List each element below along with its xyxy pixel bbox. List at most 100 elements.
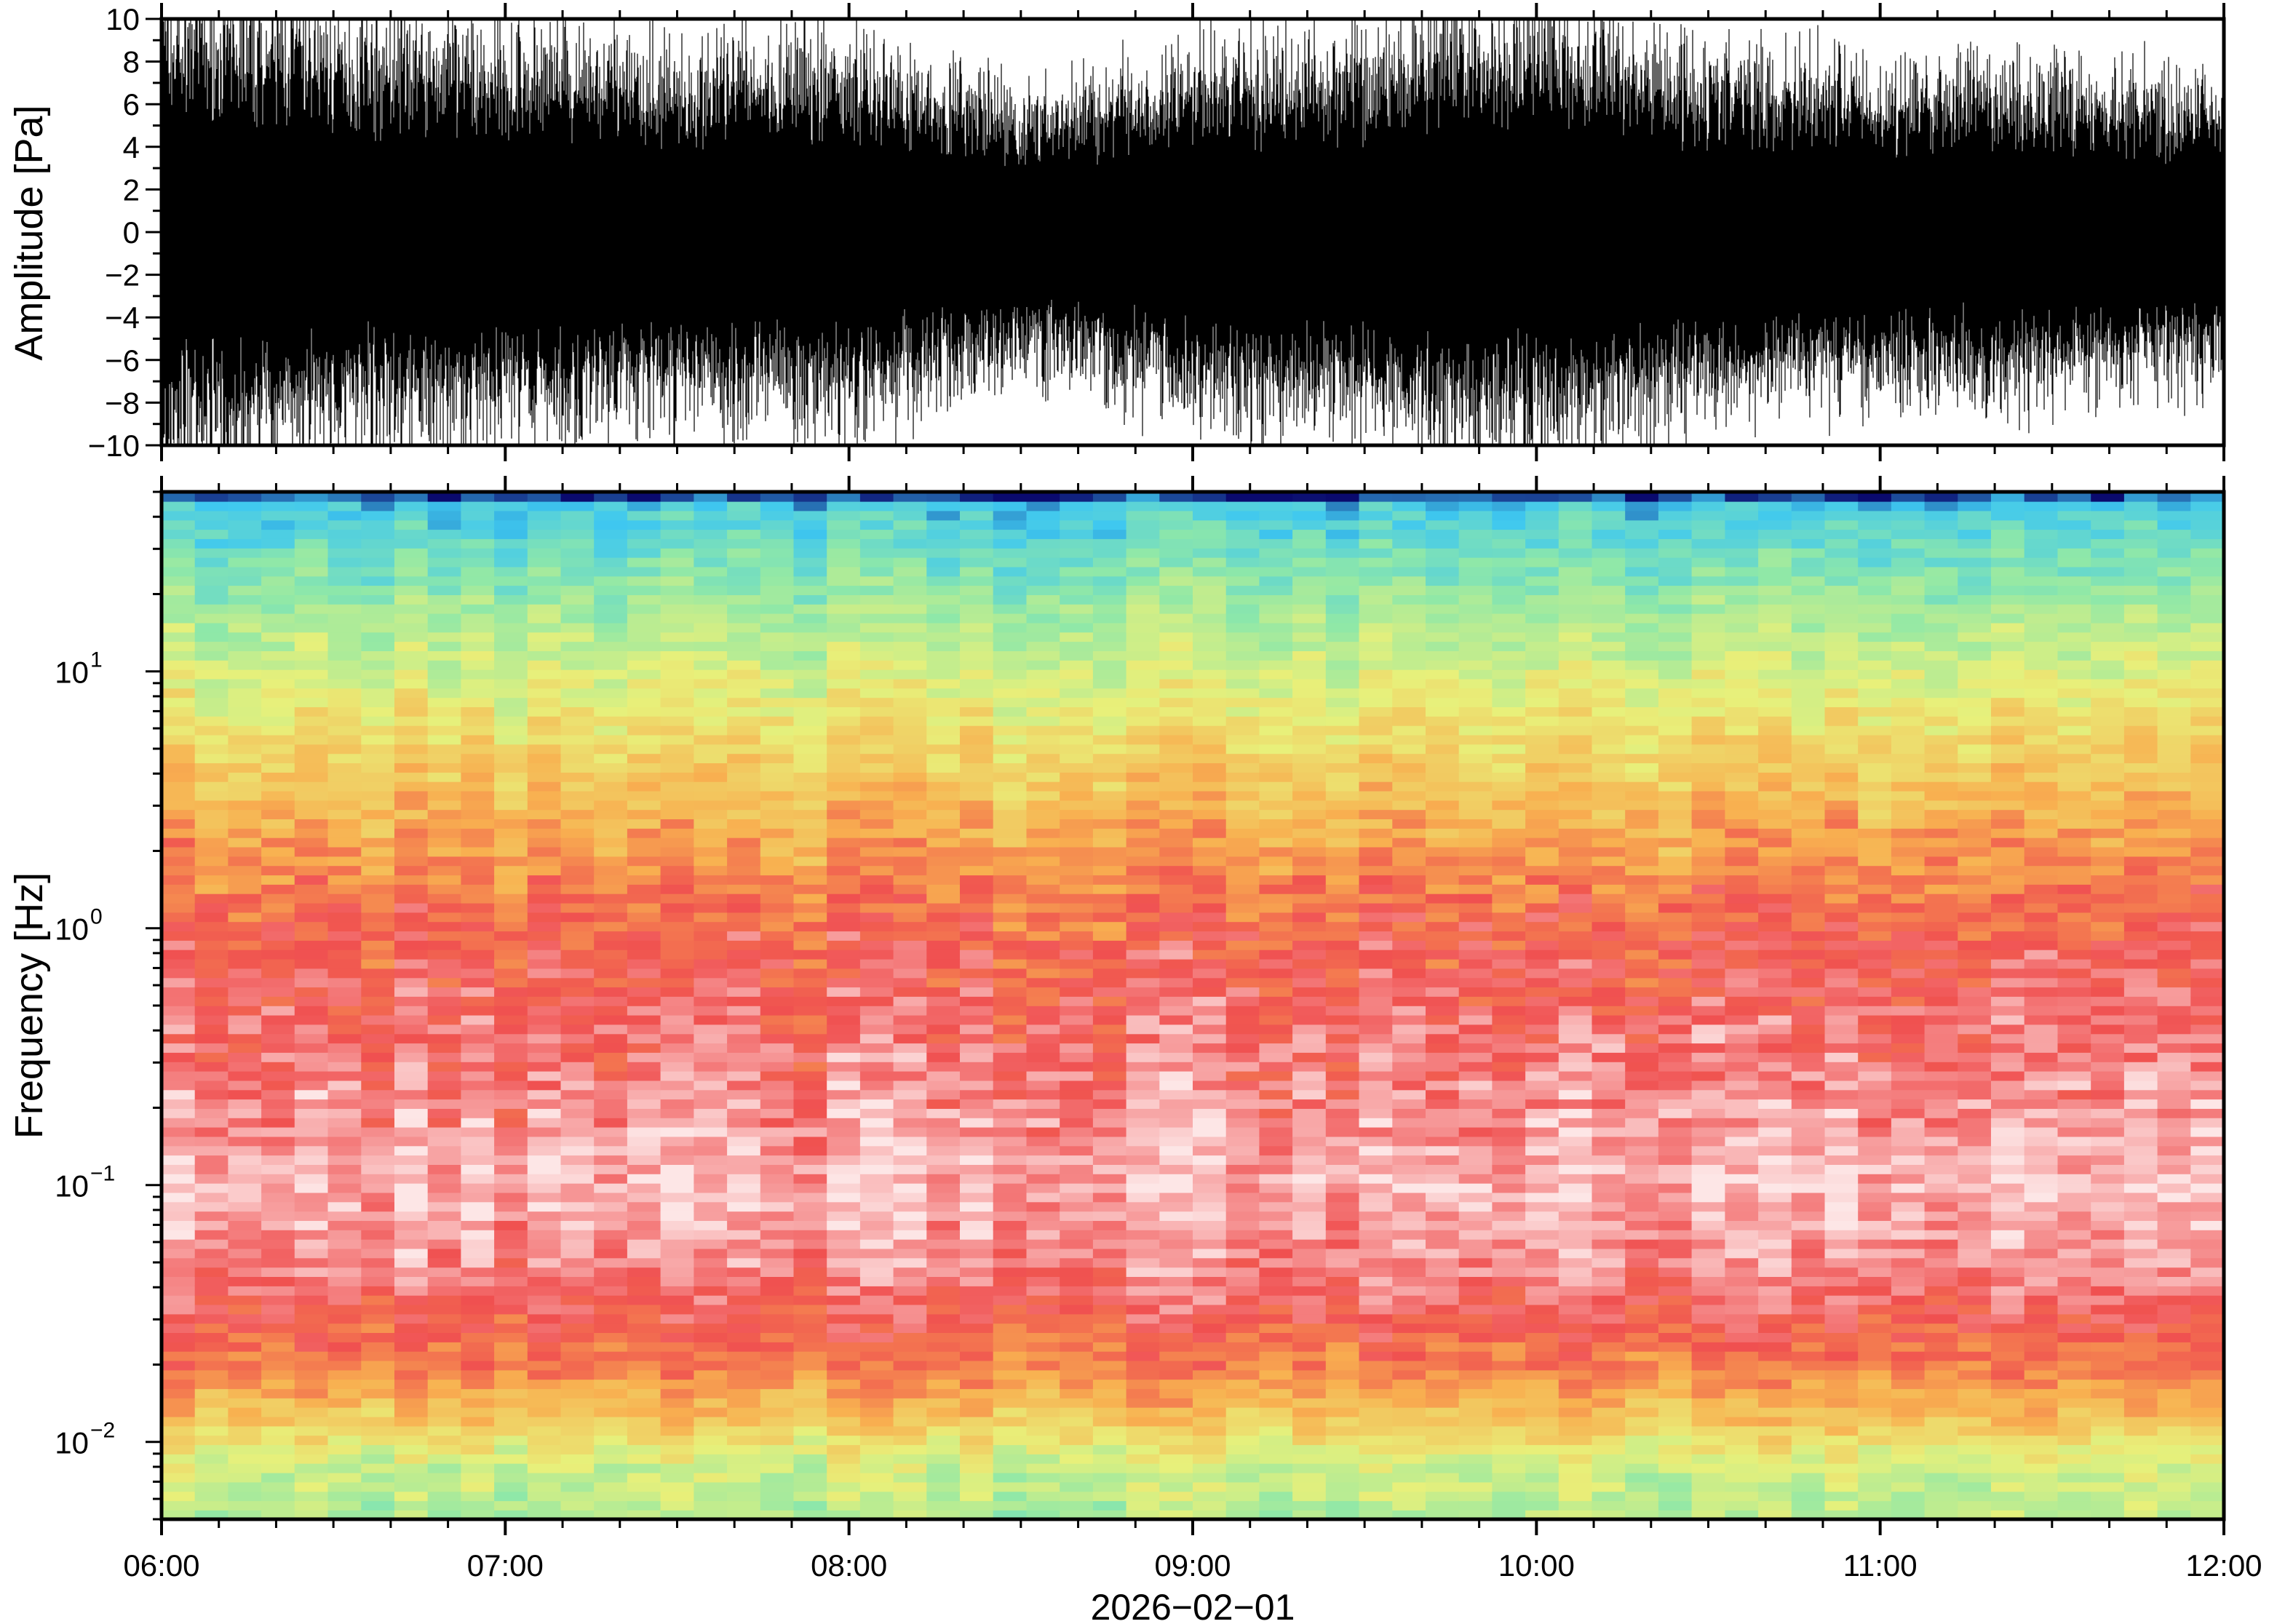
spectrogram-cell [1126,996,1161,1006]
spectrogram-cell [1492,1174,1526,1184]
spectrogram-cell [394,529,429,539]
spectrogram-cell [1325,950,1360,960]
spectrogram-cell [660,940,695,950]
spectrogram-cell [560,1080,595,1091]
spectrogram-cell [1193,538,1227,549]
spectrogram-cell [1625,548,1659,558]
spectrogram-cell [1159,1332,1193,1342]
spectrogram-cell [660,1304,695,1315]
spectrogram-cell [859,790,894,801]
spectrogram-cell [926,968,961,979]
spectrogram-cell [294,697,329,707]
spectrogram-cell [1426,613,1460,624]
spectrogram-cell [694,1211,728,1221]
spectrogram-cell [461,1369,495,1380]
spectrogram-cell [1658,1360,1693,1371]
spectrogram-cell [1292,1070,1327,1081]
spectrogram-cell [594,772,628,782]
spectrogram-cell [859,622,894,633]
spectrogram-cell [1625,669,1659,680]
spectrogram-cell [926,1313,961,1324]
spectrogram-cell [261,1211,295,1221]
spectrogram-cell [1292,856,1327,867]
spectrogram-cell [993,1481,1028,1492]
spectrogram-cell [1592,492,1626,502]
spectrogram-cell [1060,977,1094,988]
spectrogram-cell [1292,706,1327,717]
spectrogram-cell [194,492,229,502]
spectrogram-cell [527,1052,562,1062]
spectrogram-cell [361,1481,395,1492]
spectrogram-cell [162,650,196,661]
spectrogram-cell [827,902,861,913]
spectrogram-cell [494,1304,528,1315]
spectrogram-cell [1492,893,1526,904]
spectrogram-cell [1159,1360,1193,1371]
spectrogram-cell [228,875,262,885]
spectrogram-cell [527,613,562,624]
spectrogram-cell [261,744,295,755]
spectrogram-cell [494,1014,528,1025]
spectrogram-cell [394,940,429,950]
spectrogram-cell [162,856,196,867]
spectrogram-cell [1525,585,1559,595]
spectrogram-cell [960,548,994,558]
spectrogram-cell [1225,1350,1260,1361]
spectrogram-cell [1292,837,1327,848]
spectrogram-cell [494,1407,528,1417]
spectrogram-cell [394,716,429,726]
spectrogram-cell [527,902,562,913]
spectrogram-cell [1625,1182,1659,1193]
spectrogram-cell [594,875,628,885]
spectrogram-cell [1359,660,1393,670]
spectrogram-cell [760,706,795,717]
spectrogram-cell [1625,1248,1659,1259]
spectrogram-cell [926,1379,961,1390]
spectrogram-cell [893,912,928,923]
spectrogram-cell [1026,688,1060,698]
spectrogram-cell [660,1500,695,1510]
spectrogram-cell [1426,1323,1460,1333]
spectrogram-cell [1592,641,1626,651]
spectrogram-cell [1193,1211,1227,1221]
spectrogram-cell [1525,1342,1559,1352]
spectrogram-cell [893,781,928,792]
spectrogram-cell [1392,1118,1426,1128]
spectrogram-cell [294,837,329,848]
spectrogram-cell [1392,1211,1426,1221]
spectrogram-cell [1426,1267,1460,1277]
spectrogram-cell [926,529,961,539]
spectrogram-cell [1026,968,1060,979]
spectrogram-cell [1625,1062,1659,1072]
spectrogram-cell [1359,958,1393,969]
spectrogram-cell [627,697,661,707]
spectrogram-cell [1625,819,1659,829]
spectrogram-cell [261,622,295,633]
spectrogram-cell [1092,772,1127,782]
spectrogram-cell [228,1491,262,1502]
spectrogram-cell [1193,557,1227,568]
spectrogram-cell [361,958,395,969]
spectrogram-cell [1225,716,1260,726]
spectrogram-cell [361,800,395,811]
spectrogram-cell [1392,1070,1426,1081]
spectrogram-cell [926,1024,961,1035]
spectrogram-cell [1092,604,1127,614]
spectrogram-cell [1359,753,1393,763]
spectrogram-cell [327,1248,362,1259]
spectrogram-cell [1193,1323,1227,1333]
spectrogram-cell [993,1033,1028,1044]
spectrogram-cell [859,1118,894,1128]
spectrogram-cell [960,501,994,512]
spectrogram-cell [1558,1052,1593,1062]
spectrogram-cell [394,828,429,838]
spectrogram-cell [327,819,362,829]
spectrogram-cell [1625,1416,1659,1427]
spectrogram-cell [727,1024,761,1035]
spectrogram-cell [394,1510,429,1520]
spectrogram-cell [1558,1192,1593,1203]
spectrogram-cell [1126,1155,1161,1165]
spectrogram-cell [1625,1369,1659,1380]
spectrogram-cell [1625,613,1659,624]
spectrogram-cell [361,697,395,707]
